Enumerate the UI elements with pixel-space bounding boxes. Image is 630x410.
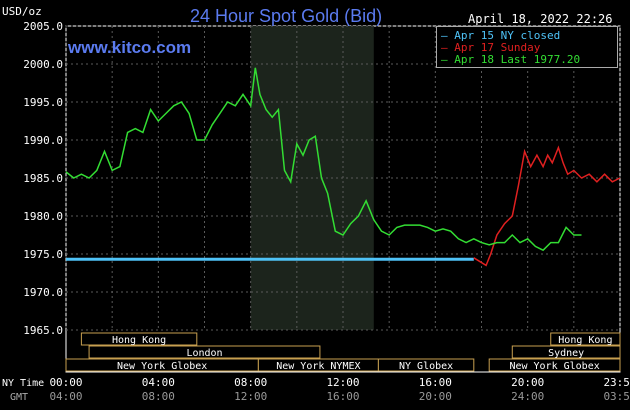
y-tick-label: 1995.0	[23, 96, 63, 109]
legend-item-sunday: — Apr 17 Sunday	[441, 41, 541, 54]
chart-title: 24 Hour Spot Gold (Bid)	[190, 6, 383, 26]
x-tick-gmt: 12:00	[234, 390, 267, 403]
session-box	[88, 345, 321, 359]
session-label: Hong Kong	[558, 335, 612, 346]
unit-label: USD/oz	[2, 5, 42, 18]
session-box	[80, 332, 198, 346]
session-box	[511, 345, 621, 359]
session-label: New York NYMEX	[276, 361, 360, 372]
y-tick-label: 2005.0	[23, 20, 63, 33]
x-tick-gmt: 04:00	[49, 390, 82, 403]
x-tick-gmt: 24:00	[511, 390, 544, 403]
x-tick-gmt: 03:59	[603, 390, 630, 403]
x-tick-ny: 04:00	[142, 376, 175, 389]
session-box	[550, 332, 621, 346]
session-label: NY Globex	[399, 361, 453, 372]
x-tick-ny: 12:00	[326, 376, 359, 389]
x-tick-gmt: 16:00	[326, 390, 359, 403]
legend-label-sunday: Apr 17 Sunday	[454, 41, 541, 54]
y-tick-label: 2000.0	[23, 58, 63, 71]
x-tick-ny: 08:00	[234, 376, 267, 389]
y-tick-label: 1965.0	[23, 324, 63, 337]
gmt-label: GMT	[10, 392, 28, 403]
kitco-watermark[interactable]: www.kitco.com	[68, 38, 192, 57]
session-label: New York Globex	[117, 361, 207, 372]
legend-item-ny-closed: — Apr 15 NY closed	[441, 29, 561, 42]
x-tick-ny: 23:59	[603, 376, 630, 389]
session-box	[377, 358, 475, 372]
session-label: Sydney	[548, 348, 584, 359]
x-tick-ny: 00:00	[49, 376, 82, 389]
session-label: New York Globex	[509, 361, 599, 372]
x-tick-ny: 20:00	[511, 376, 544, 389]
x-tick-gmt: 20:00	[419, 390, 452, 403]
legend-label-last: Apr 18 Last 1977.20	[454, 53, 581, 66]
chart-legend: — Apr 15 NY closed — Apr 17 Sunday — Apr…	[436, 26, 618, 68]
chart-datetime: April 18, 2022 22:26	[468, 12, 613, 26]
y-tick-label: 1975.0	[23, 248, 63, 261]
session-label: London	[186, 348, 222, 359]
x-tick-ny: 16:00	[419, 376, 452, 389]
legend-item-last: — Apr 18 Last 1977.20	[441, 53, 581, 66]
session-label: Hong Kong	[112, 335, 166, 346]
series-line-2	[65, 67, 582, 252]
session-box	[488, 358, 621, 372]
y-tick-label: 1985.0	[23, 172, 63, 185]
legend-label-ny-closed: Apr 15 NY closed	[454, 29, 561, 42]
y-tick-label: 1970.0	[23, 286, 63, 299]
y-tick-label: 1990.0	[23, 134, 63, 147]
ny-time-label: NY Time	[2, 378, 44, 389]
series-line-1	[473, 145, 621, 267]
y-tick-label: 1980.0	[23, 210, 63, 223]
x-tick-gmt: 08:00	[142, 390, 175, 403]
